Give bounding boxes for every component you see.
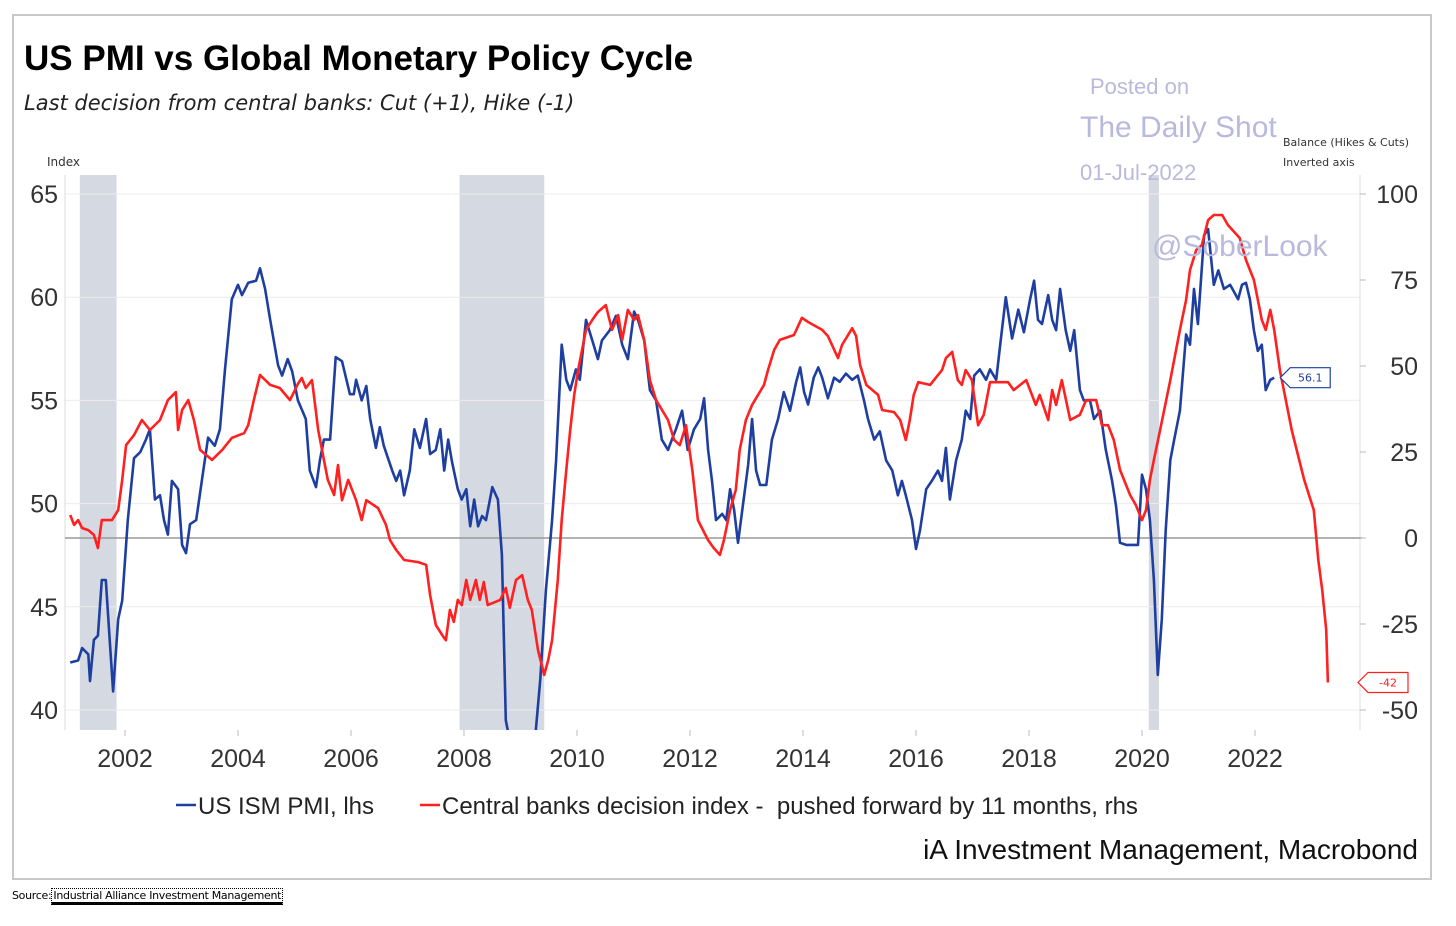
x-tick-label: 2012 [662, 745, 718, 773]
right-tick-labels: 100 75 50 25 0 -25 -50 [1360, 181, 1418, 725]
left-axis-label: Index [47, 155, 80, 169]
right-tick-label: 0 [1404, 525, 1418, 553]
left-tick-label: 45 [30, 594, 58, 622]
right-axis-sublabel: Inverted axis [1283, 156, 1355, 169]
right-tick-label: -50 [1382, 697, 1418, 725]
left-tick-label: 50 [30, 491, 58, 519]
gridlines [65, 193, 1360, 711]
x-tick-label: 2006 [323, 745, 379, 773]
watermark: Posted on The Daily Shot 01-Jul-2022 @So… [1080, 74, 1329, 263]
x-tick-label: 2018 [1001, 745, 1057, 773]
right-tick-label: -25 [1382, 611, 1418, 639]
x-tick-labels: 2002 2004 2006 2008 2010 2012 2014 2016 2018 2020… [97, 730, 1283, 773]
left-tick-label: 40 [30, 697, 58, 725]
right-tick-label: 100 [1376, 181, 1418, 209]
x-tick-label: 2020 [1114, 745, 1170, 773]
chart-frame [12, 14, 1432, 880]
left-tick-label: 60 [30, 284, 58, 312]
end-label-pmi: 56.1 [1279, 367, 1331, 389]
recession-band [1148, 175, 1159, 730]
source-line: Source: Industrial Alliance Investment Ma… [12, 888, 284, 905]
end-label-pmi-value: 56.1 [1298, 372, 1323, 385]
legend-item-pmi: US ISM PMI, lhs [198, 793, 374, 820]
right-tick-label: 50 [1390, 353, 1418, 381]
x-tick-label: 2008 [436, 745, 492, 773]
x-tick-label: 2004 [210, 745, 266, 773]
legend-item-cb: Central banks decision index - pushed fo… [442, 793, 1138, 820]
left-tick-label: 65 [30, 181, 58, 209]
source-link[interactable]: Industrial Alliance Investment Managemen… [51, 888, 284, 905]
end-label-cb-box [1357, 671, 1409, 694]
chart-subtitle: Last decision from central banks: Cut (+… [24, 91, 574, 115]
x-tick-label: 2016 [888, 745, 944, 773]
credit-text: iA Investment Management, Macrobond [923, 834, 1418, 865]
watermark-handle: @SoberLook [1152, 230, 1329, 263]
chart-title: US PMI vs Global Monetary Policy Cycle [24, 39, 693, 78]
left-tick-label: 55 [30, 387, 58, 415]
watermark-daily-shot: The Daily Shot [1080, 111, 1277, 144]
right-tick-label: 75 [1390, 267, 1418, 295]
x-tick-label: 2010 [549, 745, 605, 773]
source-label: Source: [12, 889, 52, 902]
recession-band [459, 175, 545, 730]
series-line-us-ism-pmi [69, 227, 1275, 730]
end-label-cb: -42 [1357, 671, 1409, 694]
legend: US ISM PMI, lhs Central banks decision i… [176, 793, 1138, 820]
left-tick-labels: 65 60 55 50 45 40 [30, 181, 58, 725]
end-label-cb-value: -42 [1379, 676, 1397, 689]
x-tick-label: 2014 [775, 745, 831, 773]
right-axis-label: Balance (Hikes & Cuts) [1283, 136, 1409, 149]
series-line-central-banks [68, 213, 1330, 683]
x-tick-label: 2002 [97, 745, 153, 773]
right-tick-label: 25 [1390, 439, 1418, 467]
end-label-pmi-box [1279, 367, 1331, 389]
watermark-date: 01-Jul-2022 [1080, 160, 1196, 185]
watermark-posted-on: Posted on [1090, 74, 1189, 99]
recession-bands [79, 175, 1159, 730]
x-tick-label: 2022 [1227, 745, 1283, 773]
